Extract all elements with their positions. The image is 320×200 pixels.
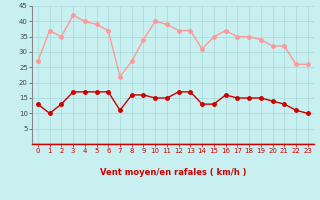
X-axis label: Vent moyen/en rafales ( km/h ): Vent moyen/en rafales ( km/h ) <box>100 168 246 177</box>
